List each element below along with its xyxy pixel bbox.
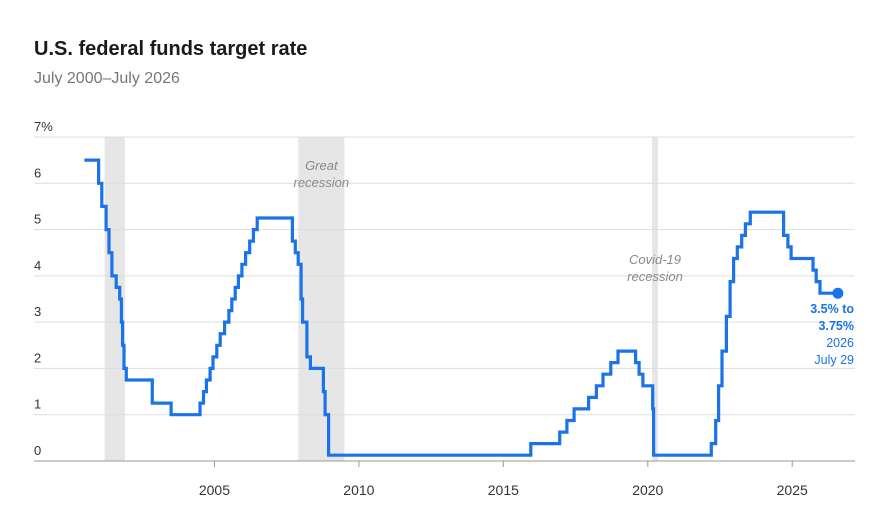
x-tick-label: 2015	[488, 482, 519, 498]
y-tick-label: 0	[34, 443, 41, 458]
y-tick-label: 3	[34, 304, 41, 319]
recession-label: Covid-19	[629, 252, 681, 267]
series-line-1	[84, 158, 838, 457]
recession-labels: Great recession Covid-19 recession	[294, 158, 683, 284]
x-tick-label: 2005	[199, 482, 230, 498]
end-date-label: July 29	[814, 353, 854, 367]
y-tick-label: 2	[34, 350, 41, 365]
y-tick-label: 1	[34, 397, 41, 412]
end-value-label: 3.75%	[819, 319, 854, 333]
recession-label: Great	[305, 158, 339, 173]
end-date-label: 2026	[826, 336, 854, 350]
recession-band-2	[298, 137, 345, 461]
chart-title: U.S. federal funds target rate	[34, 38, 308, 60]
chart-subtitle: July 2000–July 2026	[34, 70, 180, 87]
x-tick-label: 2020	[632, 482, 663, 498]
recession-label: recession	[294, 175, 350, 190]
y-tick-label: 5	[34, 212, 41, 227]
end-point-marker	[832, 287, 844, 299]
grid-lines	[34, 136, 855, 462]
x-tick-label: 2010	[343, 482, 374, 498]
recession-band-3	[652, 137, 658, 461]
series-lines	[84, 158, 844, 457]
x-axis-ticks: 2005 2010 2015 2020 2025	[199, 461, 808, 498]
recession-label: recession	[627, 269, 683, 284]
y-tick-label: 4	[34, 258, 41, 273]
recession-bands	[104, 137, 658, 461]
end-annotation: 3.5% to 3.75% 2026 July 29	[810, 302, 854, 367]
y-axis-ticks: 0 1 2 3 4 5 6 7%	[34, 119, 53, 458]
recession-band-1	[104, 137, 125, 461]
y-tick-label: 6	[34, 165, 41, 180]
x-tick-label: 2025	[777, 482, 808, 498]
y-tick-label: 7%	[34, 119, 53, 134]
end-value-label: 3.5% to	[810, 302, 854, 316]
